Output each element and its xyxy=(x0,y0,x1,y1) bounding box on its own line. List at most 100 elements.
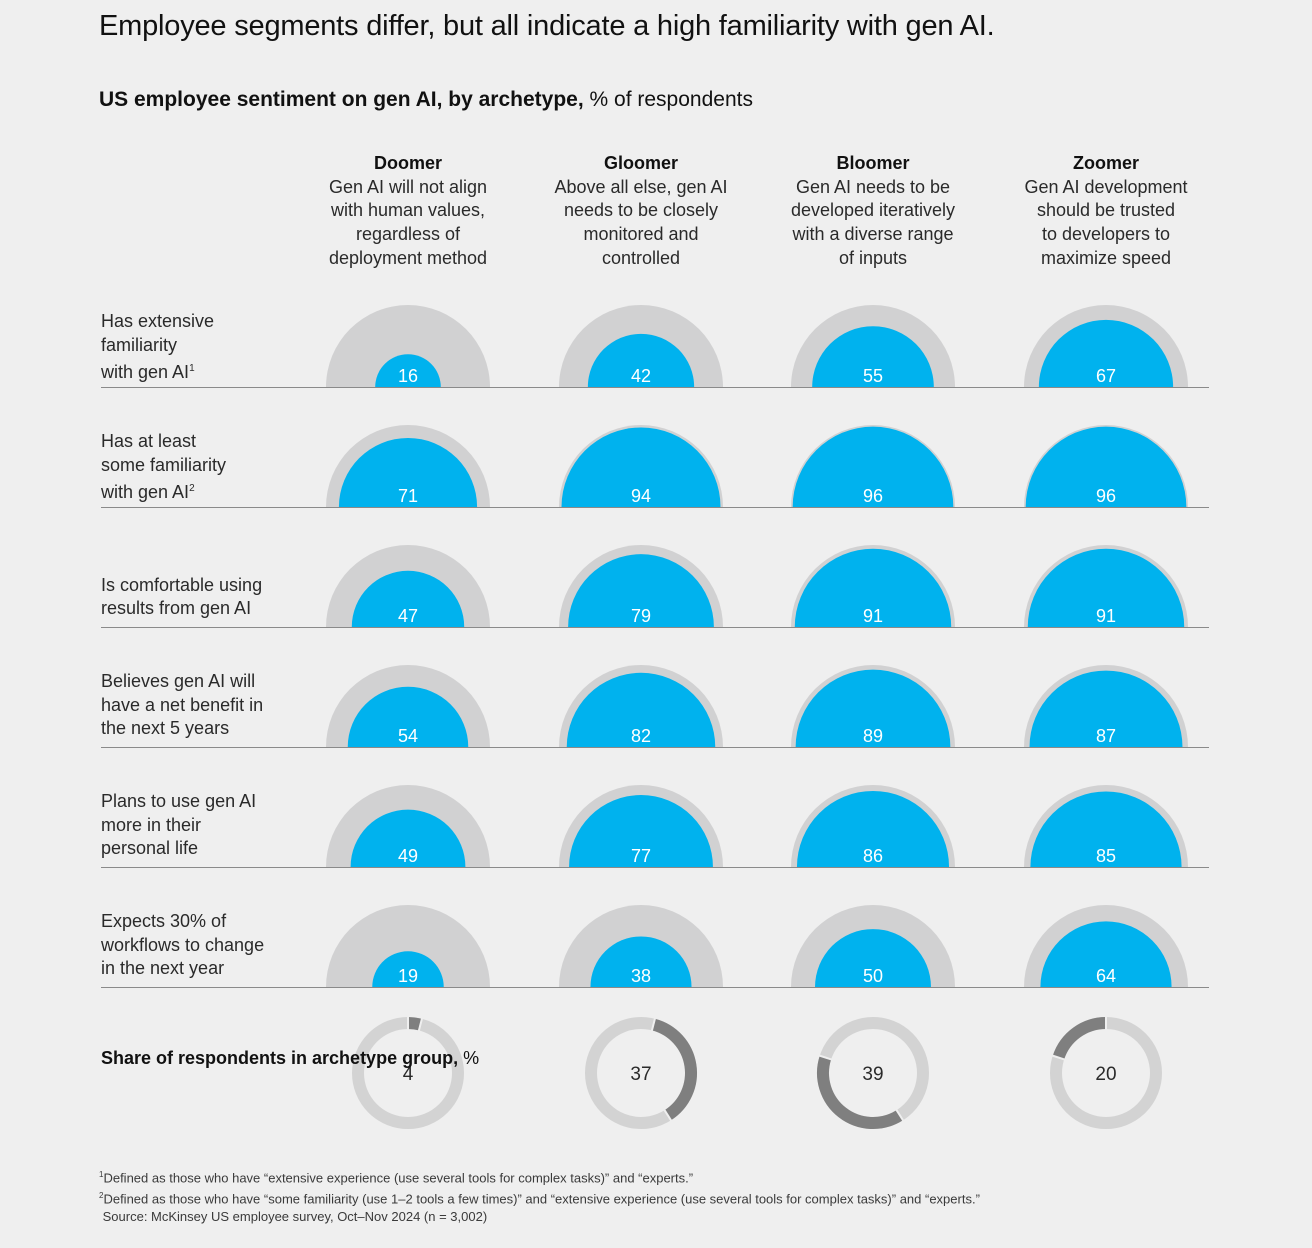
track-semicircle xyxy=(326,305,490,387)
row-label: Has at least some familiarity with gen AI2 xyxy=(101,430,226,505)
row-rule xyxy=(101,627,1209,628)
value-semicircle xyxy=(568,554,714,627)
share-donut-divider xyxy=(895,1108,905,1122)
value-semicircle xyxy=(792,426,954,507)
footnote-1-text: Defined as those who have “extensive exp… xyxy=(103,1170,694,1186)
share-value-label: 20 xyxy=(1095,1064,1116,1085)
share-donut-segment xyxy=(817,1055,903,1129)
row-label: Has extensive familiarity with gen AI1 xyxy=(101,310,214,385)
footnote-2-marker: 2 xyxy=(99,1190,104,1200)
row-label-line: Expects 30% of xyxy=(101,911,227,932)
value-label: 85 xyxy=(1096,846,1116,866)
row-label: Is comfortable using results from gen AI xyxy=(101,574,262,621)
source-text: Source: McKinsey US employee survey, Oct… xyxy=(102,1208,488,1224)
value-label: 19 xyxy=(398,966,418,986)
value-label: 50 xyxy=(863,966,883,986)
value-label: 38 xyxy=(631,966,651,986)
share-value-label: 4 xyxy=(403,1064,414,1085)
share-label-bold: Share of respondents in archetype group, xyxy=(101,1048,459,1068)
value-semicircle xyxy=(351,570,465,627)
value-semicircle xyxy=(795,669,951,747)
share-donut-segment xyxy=(651,1018,697,1121)
archetype-description-line: Gen AI will not align xyxy=(328,176,488,197)
value-semicircle xyxy=(794,548,952,627)
share-donut-divider xyxy=(417,1017,424,1032)
archetype-description-line: with a diverse range xyxy=(792,224,954,245)
archetype-name: Doomer xyxy=(373,153,442,173)
value-semicircle xyxy=(1038,319,1174,387)
value-label: 94 xyxy=(631,486,651,506)
footnotes: 1Defined as those who have “extensive ex… xyxy=(99,1166,980,1225)
share-donut-divider xyxy=(818,1054,833,1061)
value-semicircle xyxy=(590,936,692,987)
share-value-label: 37 xyxy=(630,1064,651,1085)
row-label: Expects 30% of workflows to change in the … xyxy=(101,910,264,981)
footnote-2: 2Defined as those who have “some familia… xyxy=(99,1187,980,1208)
value-semicircle xyxy=(1029,670,1183,747)
value-label: 77 xyxy=(631,846,651,866)
value-label: 79 xyxy=(631,606,651,626)
archetype-description-line: to developers to xyxy=(1041,224,1171,245)
row-label-line: personal life xyxy=(101,838,199,859)
row-label-line: workflows to change xyxy=(101,934,265,955)
share-label-unit: % xyxy=(463,1048,480,1068)
row-label-line: with gen AI2 xyxy=(101,482,195,503)
subtitle-unit: % of respondents xyxy=(589,88,753,111)
row-label-line: have a net benefit in xyxy=(101,694,264,715)
archetype-name: Gloomer xyxy=(603,153,678,173)
value-label: 86 xyxy=(863,846,883,866)
row-label: Believes gen AI will have a net benefit i… xyxy=(101,670,263,741)
value-semicircle xyxy=(566,672,716,747)
value-semicircle xyxy=(561,427,721,507)
row-rule xyxy=(101,387,1209,388)
subtitle-main: US employee sentiment on gen AI, by arch… xyxy=(99,88,584,111)
column-header-zoomer: Zoomer Gen AI development should be truste… xyxy=(996,152,1216,271)
value-semicircle xyxy=(815,929,931,987)
row-rule xyxy=(101,867,1209,868)
archetype-description-line: maximize speed xyxy=(1040,247,1172,268)
row-label-line: results from gen AI xyxy=(101,598,252,619)
value-label: 47 xyxy=(398,606,418,626)
archetype-description-line: of inputs xyxy=(838,247,908,268)
value-label: 82 xyxy=(631,726,651,746)
footnote-marker: 1 xyxy=(189,363,195,375)
chart-subtitle: US employee sentiment on gen AI, by arch… xyxy=(99,88,753,112)
row-rule xyxy=(101,747,1209,748)
column-header-gloomer: Gloomer Above all else, gen AI needs to be… xyxy=(531,152,751,271)
archetype-description-line: deployment method xyxy=(328,247,488,268)
value-semicircle xyxy=(1040,921,1172,987)
value-label: 96 xyxy=(863,486,883,506)
row-rule xyxy=(101,987,1209,988)
row-label: Plans to use gen AI more in their personal… xyxy=(101,790,256,861)
value-semicircle xyxy=(347,686,469,747)
value-semicircle xyxy=(1027,548,1185,627)
share-donut-divider xyxy=(650,1017,657,1032)
row-label-line: the next 5 years xyxy=(101,718,230,739)
value-label: 64 xyxy=(1096,966,1116,986)
value-label: 96 xyxy=(1096,486,1116,506)
value-semicircle xyxy=(796,790,950,867)
archetype-description-line: Gen AI development xyxy=(1024,176,1188,197)
row-label-line: more in their xyxy=(101,814,202,835)
chart-title: Employee segments differ, but all indica… xyxy=(99,10,995,42)
column-header-bloomer: Bloomer Gen AI needs to be developed itera… xyxy=(763,152,983,271)
footnote-1-marker: 1 xyxy=(99,1170,104,1179)
value-semicircle xyxy=(812,326,934,387)
archetype-description-line: developed iteratively xyxy=(790,200,956,221)
value-label: 49 xyxy=(398,846,418,866)
archetype-description-line: needs to be closely xyxy=(563,200,719,221)
archetype-description-line: Above all else, gen AI xyxy=(554,176,728,197)
share-label: Share of respondents in archetype group,… xyxy=(101,1047,479,1071)
row-label-line: familiarity xyxy=(101,334,178,355)
row-label-line: with gen AI1 xyxy=(101,362,195,383)
archetype-description-line: monitored and xyxy=(583,224,699,245)
share-donut-divider xyxy=(663,1108,673,1122)
footnote-2-text: Defined as those who have “some familiar… xyxy=(103,1191,980,1207)
share-value-label: 39 xyxy=(862,1064,883,1085)
value-semicircle xyxy=(569,795,713,867)
archetype-description-line: with human values, xyxy=(330,200,486,221)
value-label: 54 xyxy=(398,726,418,746)
value-semicircle xyxy=(372,951,444,987)
value-label: 67 xyxy=(1096,366,1116,386)
